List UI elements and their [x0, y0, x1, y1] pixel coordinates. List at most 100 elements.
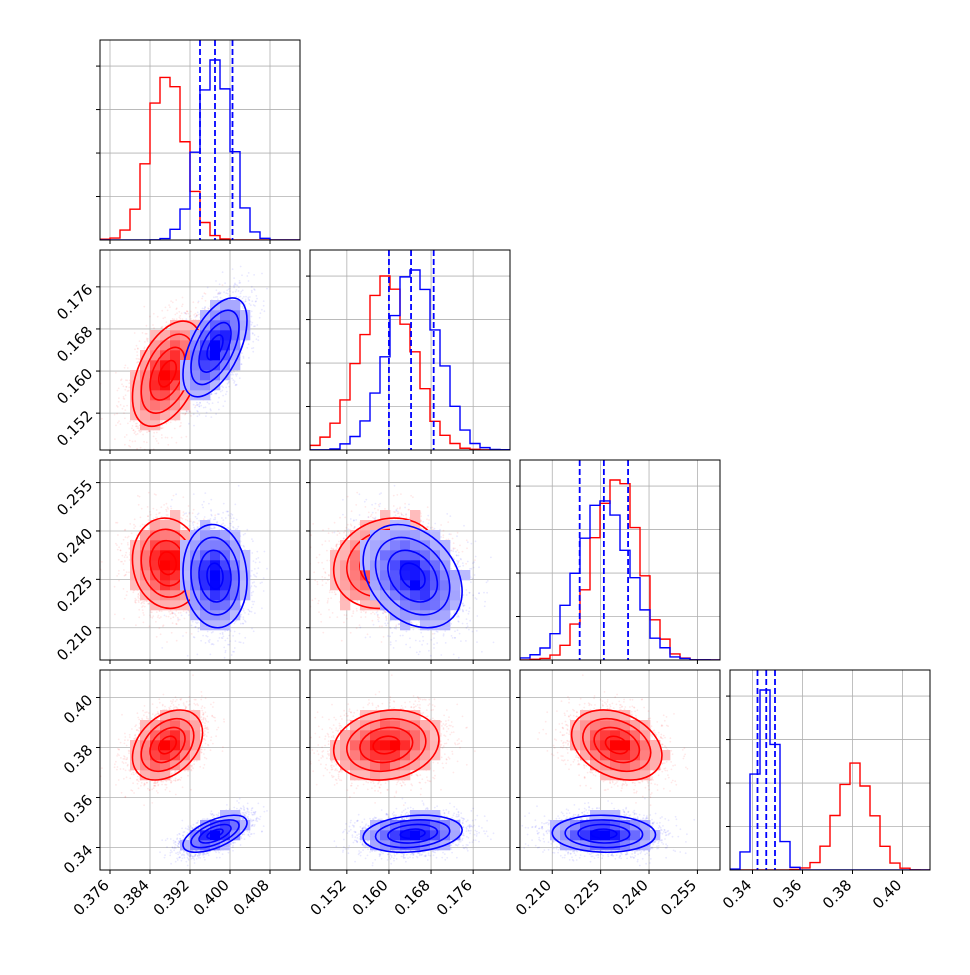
sample-point: [247, 297, 249, 299]
sample-point: [157, 316, 159, 318]
sample-point: [139, 340, 141, 342]
sample-point: [132, 429, 134, 431]
sample-point: [129, 440, 131, 442]
sample-point: [243, 356, 245, 358]
sample-point: [195, 405, 197, 407]
sample-point: [118, 401, 120, 403]
sample-point: [124, 409, 126, 411]
sample-point: [128, 390, 130, 392]
sample-point: [128, 387, 130, 389]
sample-point: [248, 280, 250, 282]
sample-point: [123, 385, 125, 387]
sample-point: [136, 355, 138, 357]
sample-point: [233, 382, 235, 384]
sample-point: [200, 405, 202, 407]
sample-point: [122, 408, 124, 410]
sample-point: [184, 312, 186, 314]
sample-point: [117, 406, 119, 408]
sample-point: [207, 402, 209, 404]
sample-point: [129, 446, 131, 448]
sample-point: [132, 441, 134, 443]
sample-point: [221, 390, 223, 392]
sample-point: [182, 297, 184, 299]
sample-point: [146, 325, 148, 327]
sample-point: [176, 318, 178, 320]
sample-point: [251, 286, 253, 288]
sample-point: [153, 432, 155, 434]
sample-point: [217, 293, 219, 295]
sample-point: [161, 310, 163, 312]
sample-point: [176, 442, 178, 444]
sample-point: [228, 386, 230, 388]
sample-point: [162, 326, 164, 328]
sample-point: [251, 291, 253, 293]
sample-point: [156, 432, 158, 434]
sample-point: [143, 441, 145, 443]
sample-point: [202, 296, 204, 298]
sample-point: [117, 390, 119, 392]
sample-point: [120, 423, 122, 425]
sample-point: [115, 425, 117, 427]
sample-point: [156, 440, 158, 442]
sample-point: [124, 436, 126, 438]
sample-point: [222, 284, 224, 286]
sample-point: [128, 382, 130, 384]
sample-point: [193, 314, 195, 316]
sample-point: [253, 347, 255, 349]
sample-point: [240, 266, 242, 268]
sample-point: [208, 403, 210, 405]
sample-point: [193, 404, 195, 406]
sample-point: [132, 425, 134, 427]
sample-point: [196, 402, 198, 404]
sample-point: [121, 383, 123, 385]
sample-point: [253, 274, 255, 276]
sample-point: [180, 422, 182, 424]
sample-point: [131, 427, 133, 429]
sample-point: [118, 388, 120, 390]
sample-point: [170, 422, 172, 424]
sample-point: [166, 321, 168, 323]
sample-point: [161, 434, 163, 436]
sample-point: [165, 437, 167, 439]
sample-point: [125, 386, 127, 388]
sample-point: [255, 301, 257, 303]
sample-point: [181, 312, 183, 314]
sample-point: [134, 455, 136, 457]
sample-point: [185, 436, 187, 438]
sample-point: [137, 427, 139, 429]
sample-point: [181, 437, 183, 439]
sample-point: [167, 437, 169, 439]
sample-point: [187, 313, 189, 315]
sample-point: [135, 434, 137, 436]
sample-point: [241, 363, 243, 365]
sample-point: [136, 351, 138, 353]
sample-point: [260, 312, 262, 314]
sample-point: [207, 287, 209, 289]
sample-point: [170, 300, 172, 302]
sample-point: [248, 357, 250, 359]
sample-point: [222, 395, 224, 397]
sample-point: [134, 432, 136, 434]
sample-point: [148, 348, 150, 350]
sample-point: [248, 272, 250, 274]
sample-point: [193, 413, 195, 415]
sample-point: [153, 436, 155, 438]
sample-point: [257, 339, 259, 341]
sample-point: [245, 296, 247, 298]
sample-point: [197, 415, 199, 417]
sample-point: [182, 413, 184, 415]
sample-point: [171, 437, 173, 439]
sample-point: [204, 292, 206, 294]
sample-point: [238, 290, 240, 292]
sample-point: [182, 318, 184, 320]
sample-point: [190, 318, 192, 320]
sample-point: [236, 289, 238, 291]
sample-point: [178, 311, 180, 313]
sample-point: [256, 298, 258, 300]
sample-point: [162, 317, 164, 319]
sample-point: [190, 415, 192, 417]
sample-point: [216, 392, 218, 394]
sample-point: [126, 434, 128, 436]
sample-point: [190, 311, 192, 313]
sample-point: [101, 418, 103, 420]
